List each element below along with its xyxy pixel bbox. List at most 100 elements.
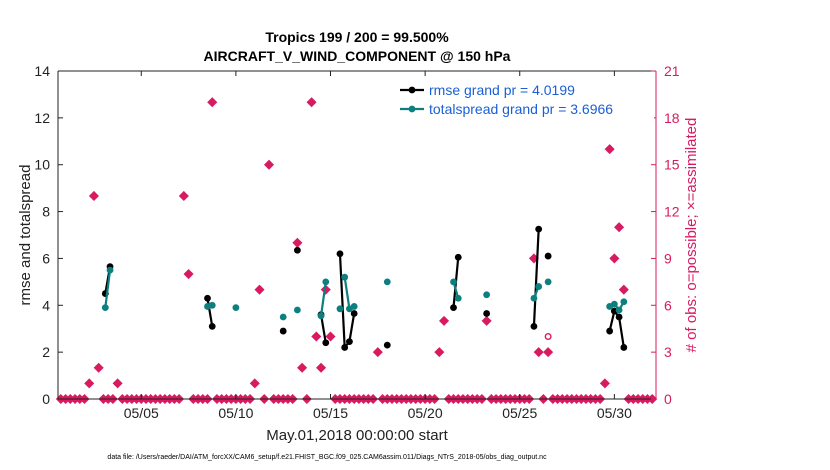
totalspread-point xyxy=(454,294,462,302)
legend-box xyxy=(394,80,654,120)
obs-assimilated-marker xyxy=(533,347,544,358)
x-tick-label: 05/20 xyxy=(408,405,443,421)
legend-marker-rmse xyxy=(408,86,416,94)
rmse-line xyxy=(338,253,356,349)
obs-assimilated-marker xyxy=(609,253,620,264)
y-tick-label: 6 xyxy=(42,250,50,266)
rmse-line xyxy=(532,229,540,327)
rmse-point xyxy=(293,246,301,254)
totalspread-point xyxy=(450,278,457,286)
y2-tick-label: 0 xyxy=(664,391,672,407)
ticks-layer: 0 2 4 6 8 10 12 14 0 3 6 9 12 15 18 21 05/05 05/10 05/15 05… xyxy=(34,63,679,421)
rmse-point xyxy=(336,250,344,258)
legend: rmse grand pr = 4.0199 totalspread grand… xyxy=(394,80,654,120)
y-tick-label: 2 xyxy=(42,344,50,360)
totalspread-point xyxy=(322,278,330,286)
chart-title-line2: AIRCRAFT_V_WIND_COMPONENT @ 150 hPa xyxy=(204,48,511,64)
y-tick-label: 8 xyxy=(42,204,50,220)
y-tick-label: 4 xyxy=(42,297,50,313)
rmse-point xyxy=(530,322,538,330)
y-axis-right-label: # of obs: o=possible; ×=assimilated xyxy=(683,118,700,353)
rmse-point xyxy=(450,304,457,312)
rmse-point xyxy=(279,327,287,335)
obs-assimilated-marker xyxy=(93,362,104,373)
obs-assimilated-marker xyxy=(434,347,445,358)
y-tick-label: 12 xyxy=(34,110,50,126)
obs-possible-marker xyxy=(544,333,552,341)
rmse-point xyxy=(350,310,358,317)
totalspread-point xyxy=(383,278,391,286)
rmse-point xyxy=(620,344,628,351)
totalspread-line xyxy=(104,270,112,308)
obs-assimilated-marker xyxy=(306,97,317,108)
obs-assimilated-marker xyxy=(481,315,492,326)
rmse-line xyxy=(608,310,625,348)
totalspread-point xyxy=(232,304,240,312)
totalspread-point xyxy=(610,300,618,308)
obs-assimilated-marker xyxy=(543,347,554,358)
footer-data-file: data file: /Users/raeder/DAI/ATM_forcXX/… xyxy=(107,454,547,461)
legend-label-rmse: rmse grand pr = 4.0199 xyxy=(429,82,575,98)
totalspread-point xyxy=(350,303,358,310)
totalspread-point xyxy=(317,312,325,320)
totalspread-point xyxy=(336,305,344,313)
obs-assimilated-marker xyxy=(618,284,629,295)
obs-assimilated-marker xyxy=(372,347,383,358)
totalspread-point xyxy=(293,306,301,314)
legend-marker-totalspread xyxy=(408,105,416,113)
obs-assimilated-marker xyxy=(614,222,625,233)
legend-label-totalspread: totalspread grand pr = 3.6966 xyxy=(429,101,613,117)
series-layer xyxy=(101,225,628,351)
obs-assimilated-marker xyxy=(604,144,615,155)
obs-assimilated-marker xyxy=(88,190,99,201)
rmse-point xyxy=(341,344,349,351)
totalspread-point xyxy=(341,273,349,281)
chart-title-line1: Tropics 199 / 200 = 99.500% xyxy=(265,29,449,45)
totalspread-point xyxy=(544,278,552,286)
totalspread-point xyxy=(483,291,491,299)
obs-assimilated-marker xyxy=(439,315,450,326)
y2-tick-label: 6 xyxy=(664,297,672,313)
y2-tick-label: 3 xyxy=(664,344,672,360)
y2-tick-label: 15 xyxy=(664,157,680,173)
x-tick-label: 05/25 xyxy=(502,405,537,421)
x-axis-label: May.01,2018 00:00:00 start xyxy=(266,427,448,444)
x-tick-label: 05/15 xyxy=(313,405,348,421)
obs-assimilated-marker xyxy=(599,378,610,389)
totalspread-point xyxy=(615,306,623,314)
y2-tick-label: 12 xyxy=(664,204,680,220)
totalspread-point xyxy=(106,266,114,274)
totalspread-line xyxy=(319,281,327,316)
rmse-point xyxy=(535,225,543,233)
y-tick-label: 14 xyxy=(34,63,50,79)
obs-assimilated-marker xyxy=(297,362,308,373)
y2-tick-label: 21 xyxy=(664,63,680,79)
rmse-point xyxy=(204,294,211,302)
y-axis-label: rmse and totalspread xyxy=(17,165,34,306)
rmse-point xyxy=(544,252,552,260)
rmse-point xyxy=(322,339,330,347)
totalspread-point xyxy=(620,298,628,306)
obs-assimilated-marker xyxy=(254,284,265,295)
obs-assimilated-marker xyxy=(311,331,322,342)
obs-assimilated-marker xyxy=(84,378,95,389)
totalspread-point xyxy=(101,304,109,312)
plot-area xyxy=(58,71,656,399)
obs-assimilated-marker xyxy=(112,378,123,389)
obs-assimilated-marker xyxy=(183,269,194,280)
rmse-point xyxy=(606,327,614,335)
obs-assimilated-marker xyxy=(178,190,189,201)
y-tick-label: 0 xyxy=(42,391,50,407)
x-tick-label: 05/10 xyxy=(218,405,253,421)
rmse-point xyxy=(346,338,353,345)
rmse-line xyxy=(206,298,214,327)
totalspread-point xyxy=(279,313,287,321)
rmse-point xyxy=(483,310,491,317)
totalspread-point xyxy=(208,301,216,309)
totalspread-point xyxy=(535,283,543,290)
obs-assimilated-marker xyxy=(249,378,260,389)
x-tick-label: 05/30 xyxy=(597,405,632,421)
rmse-point xyxy=(615,313,623,321)
y2-tick-label: 18 xyxy=(664,110,680,126)
